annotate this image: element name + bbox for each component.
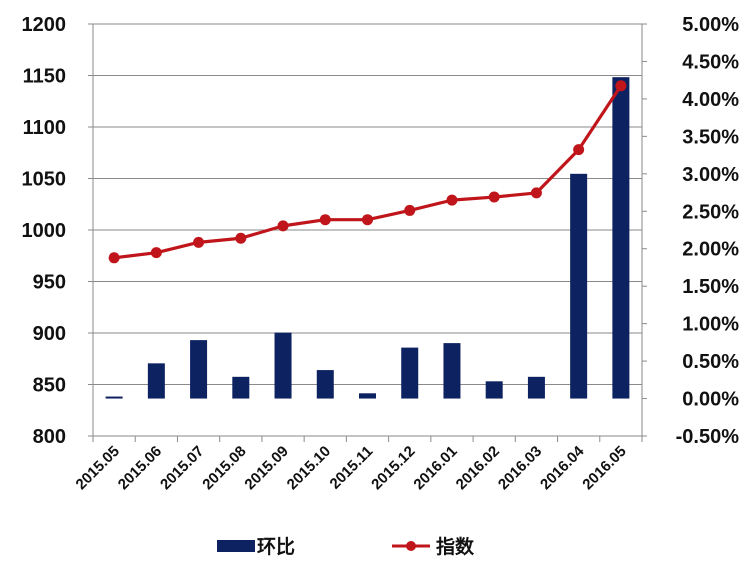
line-point <box>404 204 416 216</box>
x-tick-label: 2015.10 <box>284 443 334 493</box>
legend-bar-swatch <box>217 540 255 552</box>
right-tick-label: 0.00% <box>682 389 739 411</box>
bar <box>147 363 165 399</box>
bar <box>316 370 334 399</box>
gridlines <box>93 23 642 437</box>
line-point <box>573 144 585 156</box>
x-tick-label: 2015.12 <box>368 443 418 493</box>
line-point <box>235 232 247 244</box>
line-point <box>108 252 120 264</box>
x-axis-ticks: 2015.052015.062015.072015.082015.092015.… <box>73 442 630 493</box>
x-tick-label: 2016.03 <box>495 443 545 493</box>
left-tick-label: 1100 <box>23 117 66 139</box>
line-point <box>362 214 373 226</box>
x-tick-label: 2015.06 <box>115 443 165 493</box>
bar <box>570 173 588 399</box>
left-axis-ticks: 800 850 900 950 1000 1050 1100 1150 1200 <box>22 14 67 448</box>
left-tick-label: 950 <box>33 272 66 294</box>
line-point <box>277 220 289 232</box>
right-tick-label: 5.00% <box>682 14 739 36</box>
x-tick-label: 2016.04 <box>537 442 588 493</box>
right-tick-label: 0.50% <box>682 351 739 373</box>
right-tick-label: 1.50% <box>682 276 739 298</box>
line-point <box>530 187 542 199</box>
right-tick-label: 3.50% <box>682 126 739 148</box>
x-tick-label: 2015.07 <box>157 443 207 493</box>
right-tick-label: 4.00% <box>682 89 739 111</box>
bar <box>105 396 123 399</box>
left-tick-label: 850 <box>33 375 66 397</box>
line-point <box>150 247 162 259</box>
bar <box>359 393 376 399</box>
right-axis-ticks: -0.50% 0.00% 0.50% 1.00% 1.50% 2.00% 2.50% 3.00… <box>676 14 740 448</box>
line-point <box>488 191 500 203</box>
line-point <box>446 194 458 206</box>
line-point <box>193 236 205 248</box>
x-tick-label: 2016.01 <box>410 443 460 493</box>
legend-line-label: 指数 <box>436 535 475 558</box>
legend: 环比 指数 <box>217 535 475 558</box>
right-tick-label: 2.50% <box>682 201 739 223</box>
bar-series <box>105 77 630 399</box>
right-tick-label: 2.00% <box>682 239 739 261</box>
bar <box>401 347 419 399</box>
left-tick-label: 1150 <box>23 66 66 88</box>
left-tick-label: 800 <box>33 426 66 448</box>
right-tick-label: 1.00% <box>682 314 739 336</box>
line-point <box>319 214 331 226</box>
bar <box>274 332 292 399</box>
left-tick-label: 900 <box>33 323 66 345</box>
index-line <box>113 84 623 260</box>
axes <box>88 23 647 442</box>
bar <box>485 381 503 399</box>
bar <box>612 77 630 399</box>
x-tick-label: 2016.05 <box>579 443 629 493</box>
x-tick-label: 2016.02 <box>453 443 503 493</box>
right-tick-label: 3.00% <box>682 164 739 186</box>
left-tick-label: 1050 <box>22 169 67 191</box>
x-tick-label: 2015.09 <box>241 443 291 493</box>
legend-line-marker <box>406 541 416 551</box>
right-tick-label: -0.50% <box>676 426 740 448</box>
left-tick-label: 1200 <box>22 14 67 36</box>
bar <box>527 376 545 399</box>
bar <box>190 340 208 399</box>
left-tick-label: 1000 <box>22 220 67 242</box>
line-series <box>108 80 627 264</box>
right-tick-label: 4.50% <box>682 51 739 73</box>
x-tick-label: 2015.11 <box>327 443 377 493</box>
bar <box>232 376 250 399</box>
line-point <box>615 80 627 92</box>
x-tick-label: 2015.05 <box>73 443 123 493</box>
bar <box>443 343 461 399</box>
x-tick-label: 2015.08 <box>199 443 249 493</box>
legend-bar-label: 环比 <box>257 536 295 558</box>
